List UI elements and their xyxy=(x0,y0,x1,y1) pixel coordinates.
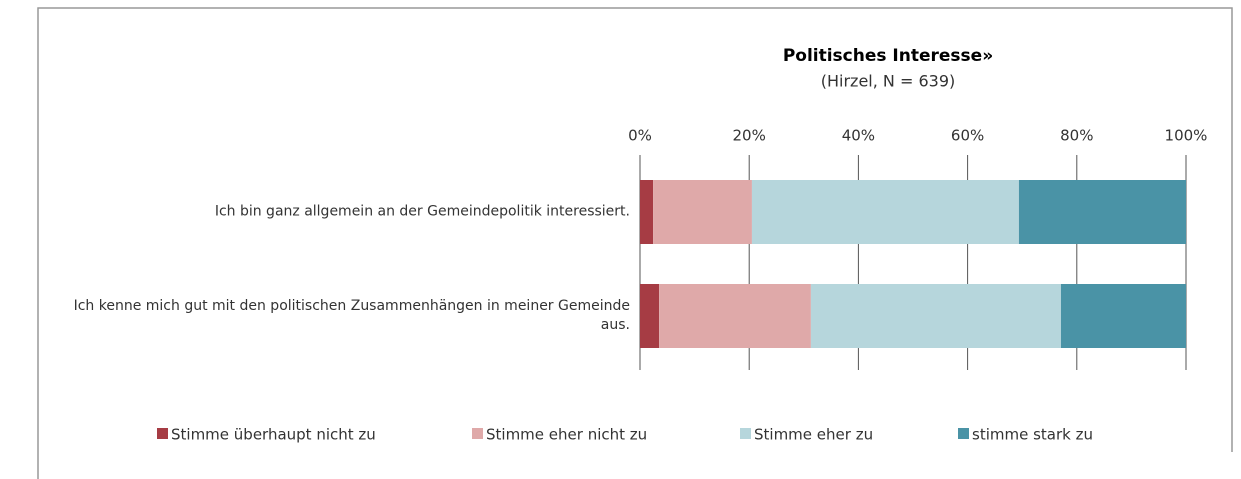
legend-label: Stimme eher zu xyxy=(754,426,873,444)
legend-swatch xyxy=(740,428,751,439)
bar-segment xyxy=(640,180,654,244)
chart-subtitle: (Hirzel, N = 639) xyxy=(821,72,955,91)
category-label: Ich bin ganz allgemein an der Gemeindepo… xyxy=(214,203,630,220)
bar-segment xyxy=(653,180,752,244)
x-tick-label: 100% xyxy=(1165,127,1208,145)
legend-label: Stimme überhaupt nicht zu xyxy=(171,426,376,444)
x-tick-label: 20% xyxy=(733,127,766,145)
bar-segment xyxy=(1018,180,1186,244)
bar-segment xyxy=(810,284,1061,348)
legend-swatch xyxy=(472,428,483,439)
bar-segment xyxy=(659,284,811,348)
frame xyxy=(37,7,1233,479)
category-label: Ich kenne mich gut mit den politischen Z… xyxy=(73,298,630,333)
bar-segment xyxy=(751,180,1019,244)
legend-swatch xyxy=(958,428,969,439)
chart-title: Politisches Interesse» xyxy=(783,46,993,66)
x-tick-label: 60% xyxy=(951,127,984,145)
x-tick-label: 80% xyxy=(1060,127,1093,145)
bar-segment xyxy=(640,284,660,348)
legend-label: stimme stark zu xyxy=(972,426,1093,444)
x-tick-label: 0% xyxy=(628,127,652,145)
bar-segment xyxy=(1060,284,1186,348)
legend-swatch xyxy=(157,428,168,439)
x-tick-label: 40% xyxy=(842,127,875,145)
legend-label: Stimme eher nicht zu xyxy=(486,426,647,444)
